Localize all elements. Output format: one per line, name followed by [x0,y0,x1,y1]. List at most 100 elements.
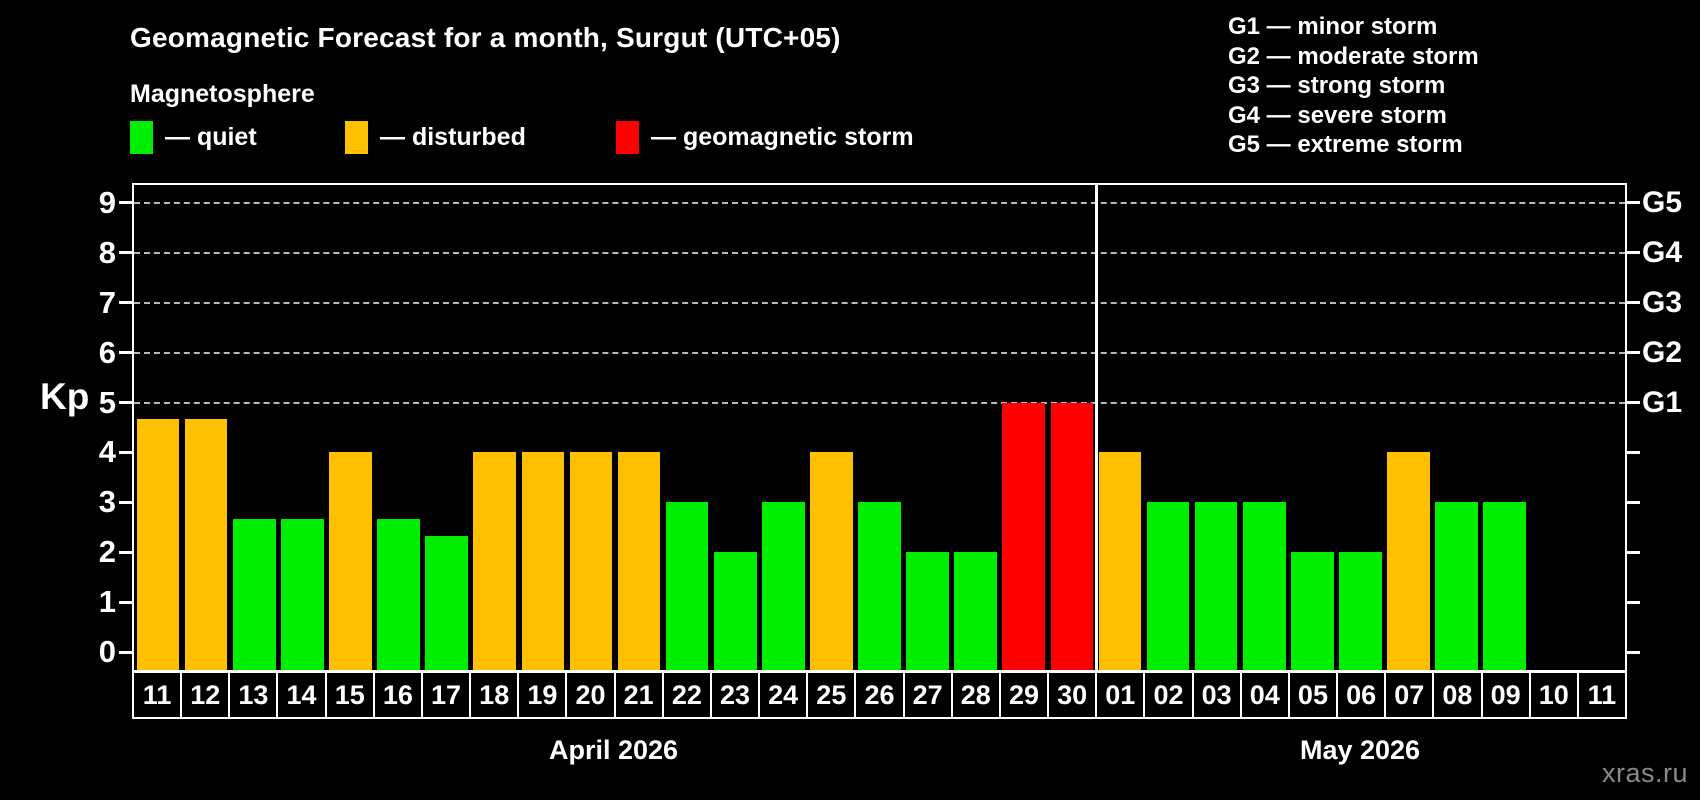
g-scale-label-g3: G3 [1642,285,1683,319]
quiet-color-swatch [130,121,153,154]
gridline-kp6 [134,351,1625,354]
y-tick-label-2: 2 [98,534,116,570]
disturbed-color-swatch [345,121,368,154]
kp-bar-april-20 [569,452,613,670]
g-scale-label-g5: G5 [1642,185,1683,219]
day-label-april-15: 15 [326,673,373,717]
g4-legend-line: G4 — severe storm [1228,101,1447,129]
legend-label-storm: — geomagnetic storm [651,123,914,151]
kp-axis-title: Kp [40,376,90,417]
kp-bar-april-26 [858,502,901,670]
day-label-april-25: 25 [808,673,855,717]
day-label-may-04: 04 [1241,673,1288,717]
y-tick-label-6: 6 [98,334,116,370]
y-tick-right-1 [1627,600,1640,604]
kp-bar-april-21 [617,452,661,670]
gridline-kp5 [134,401,1625,404]
day-label-april-26: 26 [856,673,903,717]
kp-bar-april-16 [377,518,420,670]
y-tick-right-6 [1627,351,1640,355]
day-label-april-12: 12 [182,673,229,717]
day-label-may-07: 07 [1386,673,1433,717]
kp-bar-may-02 [1146,502,1190,670]
kp-bar-may-01 [1098,452,1142,670]
kp-bar-april-11 [136,419,180,670]
kp-bar-may-03 [1194,502,1238,670]
day-label-may-10: 10 [1530,673,1577,717]
day-label-april-21: 21 [615,673,662,717]
day-label-april-11: 11 [134,673,181,717]
storm-scale-legend: G1 — minor storm G2 — moderate storm G3 … [1228,12,1479,160]
kp-bar-april-23 [713,552,757,670]
gridline-kp8 [134,251,1625,254]
y-tick-label-4: 4 [98,434,116,470]
kp-bar-april-14 [281,518,324,670]
kp-bar-may-05 [1291,552,1334,670]
day-label-april-27: 27 [904,673,951,717]
plot-area: 0 1 2 3 4 5 6 7 8 9 G1 G2 G3 G4 G5 [99,183,1682,672]
g5-legend-line: G5 — extreme storm [1228,131,1463,158]
day-label-april-20: 20 [567,673,614,717]
y-tick-right-5 [1627,401,1640,405]
y-tick-label-0: 0 [98,634,116,670]
kp-bar-april-24 [762,502,805,670]
day-label-may-01: 01 [1097,673,1144,717]
kp-bar-may-07 [1387,452,1430,670]
kp-bar-may-04 [1242,502,1286,670]
y-tick-left-6 [119,351,132,355]
y-tick-label-9: 9 [98,184,116,220]
kp-bar-april-13 [232,518,276,670]
kp-bar-april-22 [665,502,709,670]
day-label-april-22: 22 [663,673,710,717]
y-tick-left-8 [119,251,132,255]
day-label-april-18: 18 [471,673,518,717]
storm-color-swatch [616,121,639,154]
y-tick-left-0 [119,650,132,654]
y-tick-left-5 [119,401,132,405]
y-tick-right-7 [1627,301,1640,305]
month-separator [1094,185,1098,670]
day-label-may-09: 09 [1482,673,1529,717]
y-tick-right-8 [1627,251,1640,255]
y-tick-right-9 [1627,201,1640,205]
kp-bar-april-27 [906,552,949,670]
kp-bar-april-17 [425,535,468,670]
day-label-april-28: 28 [952,673,999,717]
day-label-april-29: 29 [1000,673,1048,717]
kp-bar-april-29 [1002,402,1046,670]
day-label-april-30: 30 [1049,673,1096,717]
day-label-may-08: 08 [1434,673,1481,717]
day-label-april-23: 23 [711,673,759,717]
day-label-april-16: 16 [374,673,421,717]
kp-bar-april-18 [473,452,517,670]
legend-item-quiet: — quiet [130,121,257,154]
kp-bar-april-15 [329,452,372,670]
g1-legend-line: G1 — minor storm [1228,13,1438,40]
kp-bar-may-09 [1483,502,1527,670]
y-tick-left-4 [119,450,132,454]
day-label-may-02: 02 [1145,673,1192,717]
y-tick-left-1 [119,600,132,604]
day-label-april-19: 19 [519,673,566,717]
day-label-april-17: 17 [422,673,470,717]
day-label-may-03: 03 [1193,673,1240,717]
y-tick-right-0 [1627,650,1640,654]
day-label-may-11: 11 [1578,673,1625,717]
legend-label-quiet: — quiet [165,123,257,151]
legend-item-storm: — geomagnetic storm [616,121,914,154]
month-label-may: May 2026 [1299,735,1421,765]
kp-bar-may-06 [1339,552,1382,670]
legend-label-disturbed: — disturbed [380,123,526,151]
month-label-april: April 2026 [548,735,679,765]
y-tick-label-7: 7 [98,284,116,320]
g-scale-label-g1: G1 [1642,385,1683,419]
y-tick-left-9 [119,201,132,205]
y-tick-right-2 [1627,550,1640,554]
legend-item-disturbed: — disturbed [345,121,526,154]
g3-legend-line: G3 — strong storm [1228,72,1446,99]
y-tick-left-7 [119,301,132,305]
kp-bar-april-19 [521,452,565,670]
day-label-may-06: 06 [1338,673,1385,717]
y-tick-label-3: 3 [98,484,116,520]
